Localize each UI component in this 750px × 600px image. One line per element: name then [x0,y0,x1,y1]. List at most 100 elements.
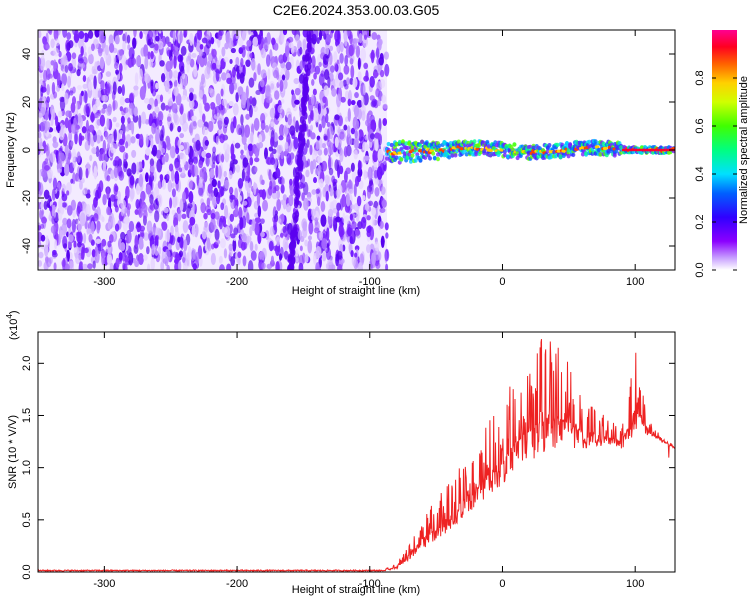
noise-mark [349,136,353,146]
streak-mark [303,111,308,120]
noise-mark [241,31,246,41]
noise-mark [385,232,389,239]
noise-mark [79,212,86,227]
noise-mark [246,235,252,243]
noise-mark [254,147,260,158]
noise-mark [192,121,197,127]
noise-mark [97,90,102,98]
noise-mark [38,30,42,38]
noise-mark [279,79,284,92]
noise-mark [234,205,239,215]
signal-mark [598,152,603,157]
signal-mark [571,152,576,158]
noise-mark [350,162,355,172]
noise-mark [61,83,65,91]
noise-mark [183,239,188,252]
noise-mark [40,234,46,242]
noise-mark [229,82,235,95]
noise-mark [360,47,367,62]
noise-mark [127,117,131,124]
signal-mark [435,156,440,162]
snr-line [38,339,675,572]
noise-mark [81,246,85,261]
noise-mark [139,229,145,238]
noise-mark [198,89,203,99]
noise-mark [189,32,194,46]
noise-mark [189,87,194,94]
noise-mark [210,253,216,265]
noise-mark [210,37,215,45]
noise-mark [151,243,156,256]
signal-mark [443,149,448,155]
noise-mark [271,37,276,46]
noise-mark [50,225,56,234]
signal-mark [464,152,469,157]
noise-mark [249,156,254,166]
spectrogram-heatmap [38,30,675,270]
signal-mark [547,143,552,148]
noise-mark [74,131,78,145]
noise-mark [138,176,144,187]
noise-mark [371,31,378,40]
noise-mark [242,157,249,168]
signal-peak [488,148,493,152]
noise-mark [64,144,69,157]
noise-mark [349,77,354,85]
noise-mark [164,248,171,263]
noise-mark [105,71,112,77]
noise-mark [46,257,52,268]
noise-mark [124,31,128,44]
noise-mark [241,91,247,106]
noise-mark [136,161,140,175]
noise-mark [362,194,366,201]
noise-mark [132,227,138,236]
colorbar: 0.0 0.2 0.4 0.6 0.8 Normalized spectral ampl… [694,30,750,278]
noise-mark [200,202,207,214]
signal-mark [399,157,404,162]
noise-mark [179,114,185,126]
noise-mark [326,227,330,241]
noise-mark [260,47,266,59]
figure-title: C2E6.2024.353.00.03.G05 [273,2,440,18]
noise-mark [233,82,238,91]
noise-mark [93,212,99,222]
noise-mark [318,138,323,149]
noise-mark [204,139,209,147]
noise-mark [93,130,97,143]
noise-mark [82,83,88,89]
noise-mark [182,74,188,87]
noise-mark [351,221,357,229]
signal-peak [459,147,465,151]
noise-mark [253,117,260,131]
noise-mark [357,159,362,172]
signal-mark [418,157,423,163]
noise-mark [78,58,84,64]
noise-mark [271,148,277,155]
noise-mark [103,160,107,167]
noise-mark [48,30,53,36]
colorbar-gradient [712,30,737,270]
noise-mark [307,129,311,138]
noise-mark [215,164,219,178]
signal-mark [432,156,437,161]
noise-mark [99,56,105,70]
noise-mark [86,228,92,234]
noise-mark [317,149,323,156]
noise-mark [371,216,375,227]
signal-mark [474,151,479,157]
snr-x-tick-label: -200 [226,578,248,590]
noise-mark [41,216,48,224]
noise-mark [154,43,159,51]
noise-mark [188,99,195,109]
noise-mark [220,88,224,97]
noise-mark [135,133,141,139]
noise-mark [198,160,203,169]
noise-mark [237,37,244,47]
noise-mark [70,102,76,114]
noise-mark [250,131,254,143]
noise-mark [230,233,236,239]
noise-mark [215,93,222,106]
noise-mark [155,116,160,130]
